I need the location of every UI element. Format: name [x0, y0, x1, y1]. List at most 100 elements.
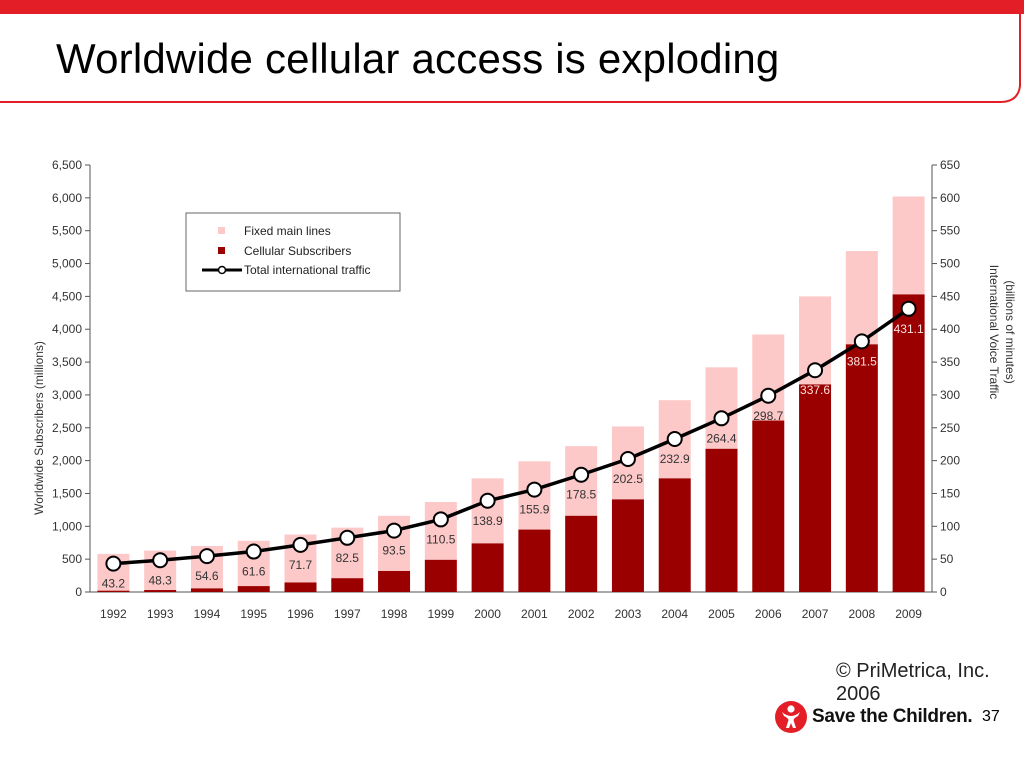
traffic-data-label: 232.9: [660, 452, 690, 466]
traffic-point: [292, 536, 309, 553]
bar-cellular: [144, 590, 177, 592]
traffic-data-label: 48.3: [148, 573, 172, 587]
x-tick-label: 2004: [661, 607, 688, 621]
bar-cellular: [518, 529, 551, 592]
bar-cellular: [611, 499, 644, 592]
traffic-data-label: 110.5: [426, 532, 455, 546]
right-tick-label: 350: [940, 355, 960, 369]
left-tick-label: 0: [75, 585, 82, 599]
x-tick-label: 1993: [147, 607, 174, 621]
left-tick-label: 4,500: [52, 289, 82, 303]
traffic-data-label: 93.5: [382, 544, 406, 558]
bar-cellular: [97, 590, 130, 592]
left-tick-label: 2,000: [52, 454, 82, 468]
traffic-data-label: 155.9: [519, 503, 549, 517]
y-axis-label-right-unit: (billions of minutes): [1003, 280, 1017, 383]
legend-swatch-cellular: [218, 247, 225, 254]
bar-cellular: [799, 384, 832, 592]
x-tick-label: 1997: [334, 607, 361, 621]
x-tick-label: 1996: [287, 607, 314, 621]
left-tick-label: 3,500: [52, 355, 82, 369]
traffic-point: [807, 362, 824, 379]
right-tick-label: 450: [940, 289, 960, 303]
traffic-point: [198, 548, 215, 565]
x-tick-label: 2002: [568, 607, 595, 621]
x-tick-label: 2009: [895, 607, 922, 621]
right-tick-label: 50: [940, 552, 954, 566]
bar-fixed-lines: [471, 478, 504, 544]
legend: Fixed main lines Cellular Subscribers To…: [185, 212, 401, 292]
bar-cellular: [752, 420, 785, 592]
left-tick-label: 4,000: [52, 322, 82, 336]
bar-cellular: [892, 294, 925, 592]
right-tick-label: 400: [940, 322, 960, 336]
bar-cellular: [331, 578, 364, 592]
bar-cellular: [471, 543, 504, 592]
traffic-point: [526, 481, 543, 498]
y-axis-label-left: Worldwide Subscribers (millions): [32, 341, 46, 515]
right-tick-label: 0: [940, 585, 947, 599]
traffic-point: [432, 511, 449, 528]
traffic-point: [666, 431, 683, 448]
traffic-point: [760, 387, 777, 404]
right-tick-label: 650: [940, 158, 960, 172]
left-tick-label: 500: [62, 552, 82, 566]
right-axis: 0 50 100 150 200 250 300 350 400 450 500 550 600 650: [931, 158, 960, 599]
traffic-point: [105, 555, 122, 572]
left-tick-label: 6,000: [52, 191, 82, 205]
left-tick-label: 5,500: [52, 224, 82, 238]
traffic-line: [113, 307, 910, 566]
legend-swatch-fixed: [218, 227, 225, 234]
child-figure-icon: [775, 701, 807, 733]
traffic-data-label: 381.5: [847, 354, 877, 368]
traffic-data-label: 431.1: [894, 322, 924, 336]
x-tick-label: 1994: [194, 607, 221, 621]
bar-cellular: [565, 515, 598, 592]
right-tick-label: 250: [940, 421, 960, 435]
right-tick-label: 300: [940, 388, 960, 402]
traffic-point: [479, 492, 496, 509]
right-tick-label: 150: [940, 486, 960, 500]
traffic-point: [713, 410, 730, 427]
x-tick-label: 2001: [521, 607, 548, 621]
x-tick-label: 2008: [848, 607, 875, 621]
traffic-data-label: 61.6: [242, 565, 266, 579]
traffic-data-label: 138.9: [473, 514, 503, 528]
traffic-data-label: 82.5: [336, 551, 360, 565]
bar-fixed-lines: [705, 367, 738, 449]
logo-text: Save the Children.: [812, 706, 973, 727]
left-tick-label: 3,000: [52, 388, 82, 402]
traffic-point: [339, 529, 356, 546]
right-tick-label: 100: [940, 519, 960, 533]
bar-fixed-lines: [752, 334, 785, 421]
title-frame-line: [0, 14, 1021, 103]
traffic-data-label: 54.6: [195, 569, 219, 583]
x-tick-label: 2005: [708, 607, 735, 621]
x-tick-label: 1998: [381, 607, 408, 621]
traffic-point: [900, 300, 917, 317]
traffic-point: [245, 543, 262, 560]
x-tick-label: 2007: [802, 607, 829, 621]
left-tick-label: 1,500: [52, 486, 82, 500]
x-tick-label: 1992: [100, 607, 127, 621]
x-tick-label: 1995: [240, 607, 267, 621]
bar-cellular: [658, 478, 691, 592]
bar-cellular: [237, 586, 270, 592]
y-axis-label-right: International Voice Traffic: [987, 265, 1001, 400]
chart: 05001,0001,5002,0002,5003,0003,5004,0004…: [32, 158, 1017, 621]
legend-label-cellular: Cellular Subscribers: [244, 244, 351, 258]
x-tick-label: 2000: [474, 607, 501, 621]
top-accent-bar: [0, 0, 1024, 14]
bar-cellular: [705, 448, 738, 592]
traffic-point: [152, 552, 169, 569]
bar-fixed-lines: [424, 502, 457, 560]
left-tick-label: 1,000: [52, 519, 82, 533]
traffic-point: [853, 333, 870, 350]
bar-cellular: [190, 588, 223, 592]
x-tick-label: 1999: [427, 607, 454, 621]
bar-cellular: [378, 570, 411, 592]
traffic-data-label: 71.7: [289, 558, 313, 572]
bar-fixed-lines: [845, 251, 878, 345]
x-axis-labels: 1992 1993 1994 1995 1996 1997 1998 1999 2000 2001…: [100, 607, 922, 621]
copyright-text: © PriMetrica, Inc. 2006: [836, 660, 990, 705]
